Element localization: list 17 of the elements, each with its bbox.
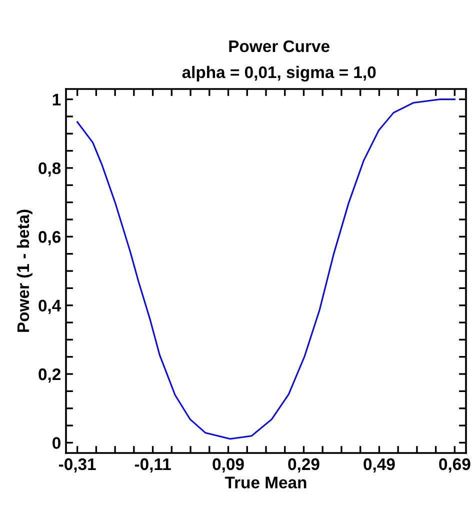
x-tick-label: -0,31	[58, 458, 96, 473]
chart-title: Power Curve	[229, 40, 330, 52]
x-tick-label: 0,29	[288, 458, 320, 473]
y-tick-label: 0,6	[38, 231, 61, 246]
y-tick-label: 0,4	[38, 300, 62, 314]
y-tick-label: 0,8	[38, 162, 61, 177]
x-tick-label: 0,69	[439, 458, 470, 473]
x-tick-label: -0,11	[134, 458, 171, 473]
x-tick-label: 0,09	[212, 458, 244, 473]
x-axis-title: True Mean	[224, 476, 306, 488]
y-tick-label: 0	[52, 437, 60, 449]
y-axis-title: Power (1 - beta)	[16, 210, 32, 332]
y-tick-label: 0,2	[38, 368, 60, 383]
x-tick-label: 0,49	[364, 458, 395, 473]
chart-subtitle: alpha = 0,01, sigma = 1,0	[182, 66, 376, 82]
line-series	[76, 98, 456, 440]
y-tick-label: 1	[52, 94, 61, 106]
